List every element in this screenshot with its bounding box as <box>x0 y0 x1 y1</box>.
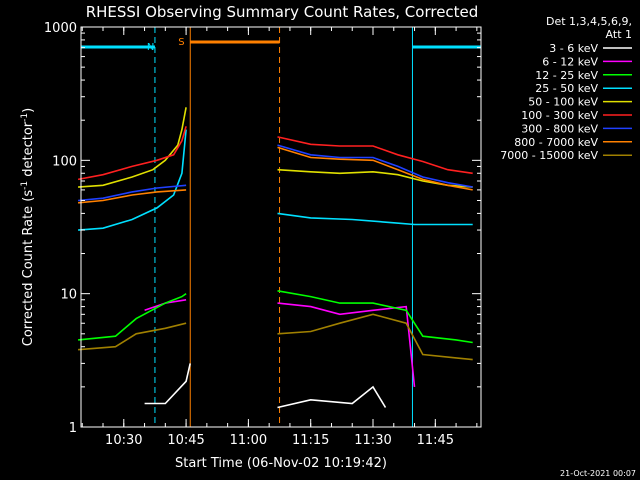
series-line-4 <box>78 107 187 188</box>
legend-label: 6 - 12 keV <box>542 55 598 68</box>
legend-label: 100 - 300 keV <box>521 109 598 122</box>
legend-label: 25 - 50 keV <box>535 82 598 95</box>
x-tick-label: 10:45 <box>167 433 204 448</box>
x-axis: 10:30 10:45 11:00 11:15 11:30 11:45 <box>81 27 478 448</box>
series-line-7 <box>277 146 473 191</box>
y-axis: 1 10 100 1000 <box>44 21 481 436</box>
series-line-1 <box>144 299 187 312</box>
y-axis-label-exp2: -1 <box>20 113 30 122</box>
y-tick-label: 1000 <box>44 21 77 36</box>
legend-header-line2: Att 1 <box>606 28 632 41</box>
series-line-8 <box>78 322 187 351</box>
series-line-1 <box>277 302 416 387</box>
y-axis-label-end: ) <box>21 108 36 113</box>
series-line-2 <box>277 290 473 344</box>
x-tick-label: 11:15 <box>292 433 329 448</box>
legend-label: 800 - 7000 keV <box>514 136 598 149</box>
y-axis-label-mid: detector <box>21 121 36 181</box>
x-tick-label: 11:45 <box>417 433 454 448</box>
series-line-0 <box>144 363 191 405</box>
legend-label: 7000 - 15000 keV <box>500 149 598 162</box>
y-tick-label: 100 <box>52 154 77 169</box>
y-tick-label: 1 <box>69 421 77 436</box>
legend-label: 12 - 25 keV <box>535 69 598 82</box>
series-line-5 <box>277 136 473 175</box>
series-line-2 <box>78 293 187 341</box>
y-axis-label-main: Corrected Count Rate (s <box>21 190 36 347</box>
x-tick-label: 11:00 <box>230 433 267 448</box>
x-axis-label: Start Time (06-Nov-02 10:19:42) <box>175 456 387 471</box>
series-line-8 <box>277 313 473 361</box>
series-line-7 <box>78 189 187 204</box>
generation-timestamp: 21-Oct-2021 00:07 <box>560 469 636 478</box>
series-line-6 <box>78 184 187 202</box>
chart-title: RHESSI Observing Summary Count Rates, Co… <box>86 3 479 21</box>
series-line-3 <box>78 129 187 231</box>
legend-label: 50 - 100 keV <box>528 96 598 109</box>
y-axis-label-exp1: -1 <box>20 181 30 190</box>
legend-label: 300 - 800 keV <box>521 122 598 135</box>
legend-header-line1: Det 1,3,4,5,6,9, <box>546 15 632 28</box>
night-flag-label: N <box>147 42 154 53</box>
series-line-3 <box>277 212 473 226</box>
series-line-6 <box>277 144 473 188</box>
plot-frame <box>80 26 482 428</box>
series-line-5 <box>77 126 187 181</box>
x-tick-label: 10:30 <box>105 433 142 448</box>
series-layer <box>77 107 473 409</box>
legend-label: 3 - 6 keV <box>549 42 598 55</box>
y-axis-label: Corrected Count Rate (s-1 detector-1) <box>20 108 36 346</box>
series-line-0 <box>277 385 387 409</box>
y-tick-label: 10 <box>60 288 77 303</box>
saa-flag-label: S <box>178 37 184 48</box>
x-tick-label: 11:30 <box>354 433 391 448</box>
